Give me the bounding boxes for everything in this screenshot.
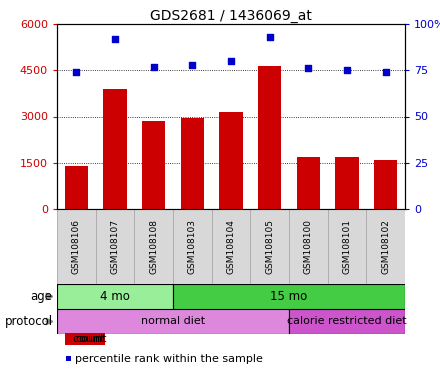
Point [266,34,273,40]
Bar [374,160,397,209]
FancyBboxPatch shape [57,309,289,334]
Text: protocol: protocol [4,315,53,328]
Text: normal diet: normal diet [141,316,205,326]
Text: GSM108105: GSM108105 [265,219,274,274]
Point [305,65,312,71]
Point [111,36,118,42]
FancyBboxPatch shape [250,209,289,284]
Bar [103,89,127,209]
Bar [181,118,204,209]
Text: count: count [66,334,104,344]
Text: GSM108104: GSM108104 [227,219,235,274]
FancyBboxPatch shape [57,209,95,284]
Point [227,58,235,64]
FancyBboxPatch shape [173,209,212,284]
Text: GSM108100: GSM108100 [304,219,313,274]
FancyBboxPatch shape [57,284,173,309]
FancyBboxPatch shape [212,209,250,284]
Point [150,63,157,70]
Point [73,69,80,75]
FancyBboxPatch shape [367,209,405,284]
Text: calorie restricted diet: calorie restricted diet [287,316,407,326]
Text: count: count [76,334,107,344]
Bar [297,157,320,209]
Point [344,67,351,73]
FancyBboxPatch shape [289,209,328,284]
Text: 4 mo: 4 mo [100,290,130,303]
Text: GSM108103: GSM108103 [188,219,197,274]
FancyBboxPatch shape [134,209,173,284]
FancyBboxPatch shape [95,209,134,284]
Title: GDS2681 / 1436069_at: GDS2681 / 1436069_at [150,9,312,23]
FancyBboxPatch shape [289,309,405,334]
Bar [142,121,165,209]
FancyBboxPatch shape [328,209,367,284]
Point [189,61,196,68]
Text: GSM108101: GSM108101 [342,219,352,274]
FancyBboxPatch shape [173,284,405,309]
Bar [65,166,88,209]
Text: percentile rank within the sample: percentile rank within the sample [76,354,264,364]
Bar [220,112,242,209]
Point [382,69,389,75]
Text: 15 mo: 15 mo [270,290,308,303]
Text: GSM108107: GSM108107 [110,219,120,274]
Bar [258,66,281,209]
Text: GSM108108: GSM108108 [149,219,158,274]
Text: GSM108102: GSM108102 [381,219,390,274]
Bar [335,157,359,209]
Text: GSM108106: GSM108106 [72,219,81,274]
Text: age: age [31,290,53,303]
